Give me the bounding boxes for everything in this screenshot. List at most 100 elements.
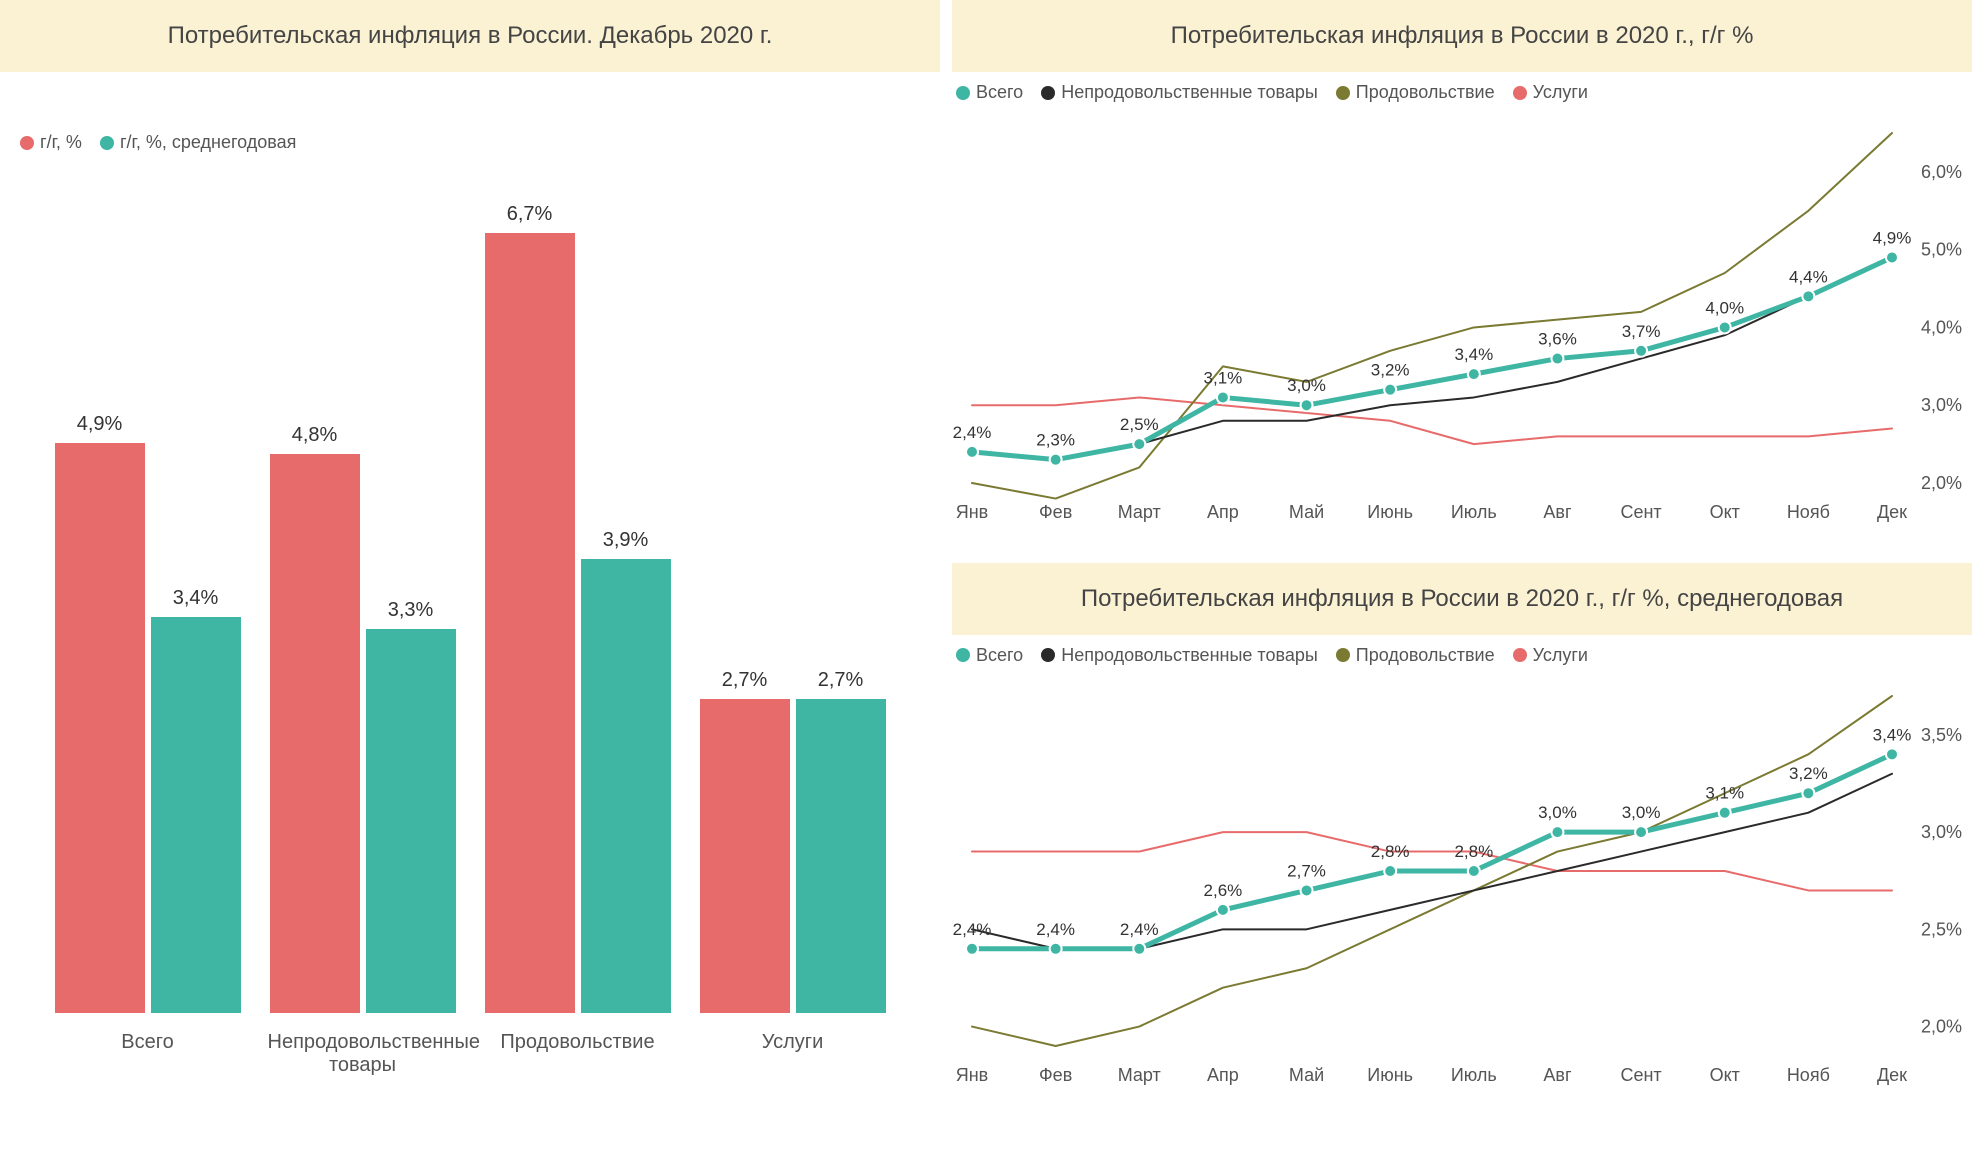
series-marker	[1301, 399, 1313, 411]
legend-swatch-icon	[956, 648, 970, 662]
line-chart-1-legend: ВсегоНепродовольственные товарыПродоволь…	[956, 82, 1972, 103]
line-chart-1-panel: Потребительская инфляция в России в 2020…	[952, 0, 1972, 563]
bar: 6,7%	[485, 233, 575, 1013]
bar-value-label: 4,8%	[270, 424, 360, 447]
y-tick-label: 3,5%	[1921, 724, 1962, 744]
bar-category-label: Услуги	[698, 1031, 888, 1077]
series-value-label: 3,0%	[1622, 803, 1661, 822]
x-tick-label: Янв	[956, 1065, 989, 1085]
series-marker	[1802, 290, 1814, 302]
x-tick-label: Нояб	[1787, 1065, 1830, 1085]
legend-label: Услуги	[1533, 82, 1588, 103]
legend-label: Продовольствие	[1356, 645, 1495, 666]
line-chart-1-title: Потребительская инфляция в России в 2020…	[952, 0, 1972, 72]
bar: 2,7%	[700, 699, 790, 1013]
series-marker	[1384, 384, 1396, 396]
legend-swatch-icon	[1041, 648, 1055, 662]
bar-group: 4,8%3,3%	[270, 454, 456, 1013]
x-tick-label: Июль	[1451, 1065, 1497, 1085]
series-marker	[1886, 251, 1898, 263]
bar: 3,9%	[581, 559, 671, 1013]
x-tick-label: Авг	[1543, 1065, 1572, 1085]
y-tick-label: 3,0%	[1921, 822, 1962, 842]
legend-label: Непродовольственные товары	[1061, 82, 1318, 103]
series-marker	[966, 942, 978, 954]
x-tick-label: Июнь	[1367, 1065, 1413, 1085]
series-marker	[1050, 942, 1062, 954]
legend-item: г/г, %, среднегодовая	[100, 132, 296, 153]
series-line	[972, 257, 1892, 459]
legend-label: Всего	[976, 645, 1023, 666]
x-tick-label: Окт	[1710, 1065, 1740, 1085]
y-tick-label: 3,0%	[1921, 395, 1962, 415]
series-value-label: 3,2%	[1789, 764, 1828, 783]
bar-chart-plot: 4,9%3,4%4,8%3,3%6,7%3,9%2,7%2,7% ВсегоНе…	[0, 193, 940, 1153]
series-value-label: 3,6%	[1538, 330, 1577, 349]
x-tick-label: Июль	[1451, 502, 1497, 522]
series-value-label: 2,4%	[1120, 919, 1159, 938]
x-tick-label: Окт	[1710, 502, 1740, 522]
legend-swatch-icon	[956, 86, 970, 100]
bar-value-label: 3,4%	[151, 587, 241, 610]
series-value-label: 4,0%	[1705, 298, 1744, 317]
series-line	[972, 832, 1892, 890]
series-value-label: 2,4%	[953, 919, 992, 938]
series-marker	[1133, 438, 1145, 450]
x-tick-label: Май	[1289, 502, 1324, 522]
y-tick-label: 4,0%	[1921, 317, 1962, 337]
x-tick-label: Нояб	[1787, 502, 1830, 522]
bar-category-label: Всего	[53, 1031, 243, 1077]
bar: 4,9%	[55, 443, 145, 1013]
series-marker	[1551, 353, 1563, 365]
x-tick-label: Дек	[1877, 502, 1907, 522]
x-tick-label: Июнь	[1367, 502, 1413, 522]
x-tick-label: Март	[1118, 502, 1161, 522]
bar-category-label: Непродовольственные товары	[268, 1031, 458, 1077]
legend-swatch-icon	[20, 136, 34, 150]
y-tick-label: 2,5%	[1921, 919, 1962, 939]
series-value-label: 2,8%	[1454, 842, 1493, 861]
series-marker	[966, 446, 978, 458]
series-value-label: 3,1%	[1204, 368, 1243, 387]
series-marker	[1635, 826, 1647, 838]
legend-item: Продовольствие	[1336, 82, 1495, 103]
x-tick-label: Сент	[1620, 1065, 1661, 1085]
legend-swatch-icon	[1336, 86, 1350, 100]
legend-item: Непродовольственные товары	[1041, 645, 1318, 666]
series-value-label: 2,4%	[953, 423, 992, 442]
bar: 4,8%	[270, 454, 360, 1013]
bar-chart-panel: Потребительская инфляция в России. Декаб…	[0, 0, 940, 1125]
legend-swatch-icon	[1336, 648, 1350, 662]
x-tick-label: Авг	[1543, 502, 1572, 522]
bar-value-label: 2,7%	[796, 669, 886, 692]
series-value-label: 2,5%	[1120, 415, 1159, 434]
line-chart-1-plot: 2,0%3,0%4,0%5,0%6,0%ЯнвФевМартАпрМайИюнь…	[952, 103, 1972, 563]
series-marker	[1886, 748, 1898, 760]
series-value-label: 3,0%	[1538, 803, 1577, 822]
series-value-label: 2,3%	[1036, 431, 1075, 450]
bar: 2,7%	[796, 699, 886, 1013]
series-marker	[1384, 865, 1396, 877]
line-charts-column: Потребительская инфляция в России в 2020…	[952, 0, 1972, 1125]
series-value-label: 3,2%	[1371, 361, 1410, 380]
legend-item: Продовольствие	[1336, 645, 1495, 666]
series-line	[972, 257, 1892, 459]
bar: 3,4%	[151, 617, 241, 1013]
series-marker	[1133, 942, 1145, 954]
line-chart-2-plot: 2,0%2,5%3,0%3,5%ЯнвФевМартАпрМайИюньИюль…	[952, 666, 1972, 1126]
series-value-label: 2,4%	[1036, 919, 1075, 938]
legend-swatch-icon	[100, 136, 114, 150]
legend-swatch-icon	[1513, 648, 1527, 662]
x-tick-label: Янв	[956, 502, 989, 522]
bar-value-label: 3,9%	[581, 529, 671, 552]
x-tick-label: Фев	[1039, 1065, 1072, 1085]
series-marker	[1468, 865, 1480, 877]
series-value-label: 2,6%	[1204, 880, 1243, 899]
legend-label: г/г, %	[40, 132, 82, 153]
series-marker	[1468, 368, 1480, 380]
bar-category-label: Продовольствие	[483, 1031, 673, 1077]
series-value-label: 3,0%	[1287, 376, 1326, 395]
bar-group: 6,7%3,9%	[485, 233, 671, 1013]
series-value-label: 4,9%	[1873, 228, 1912, 247]
bar-value-label: 6,7%	[485, 203, 575, 226]
